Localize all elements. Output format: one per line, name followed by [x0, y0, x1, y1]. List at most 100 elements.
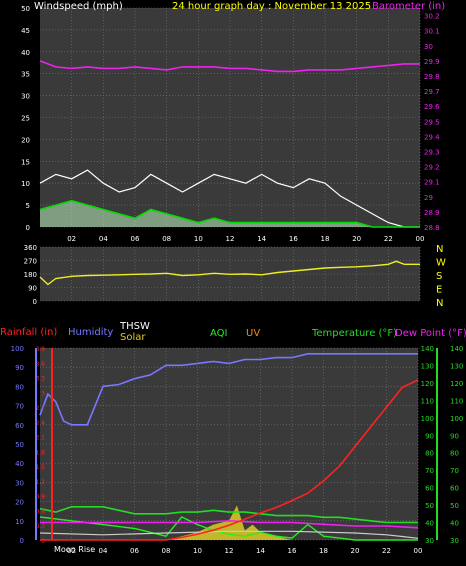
rainfall-tick-label: 3.9: [35, 346, 45, 353]
panel3-x-tick-label: 10: [193, 547, 202, 555]
temperature-tick-label: 60: [425, 485, 434, 493]
humidity-tick-label: 30: [15, 479, 24, 487]
panel1-series: [39, 60, 420, 228]
panel1-right-tick-label: 30.1: [424, 28, 440, 36]
panel3-x-tick-label: 02: [67, 547, 76, 555]
temperature-tick-label: 140: [421, 345, 434, 353]
barometer-axis-label: Barometer (in): [372, 1, 445, 12]
legend-item: Solar: [120, 332, 146, 343]
wind-avg-line: [39, 199, 420, 228]
panel1-y-tick-label: 0: [26, 224, 30, 232]
panel1-x-tick-label: 16: [289, 235, 298, 243]
panel3-x-tick-label: 00: [414, 547, 423, 555]
panel1-x-tick-label: 00: [416, 235, 425, 243]
panel2-grid: [40, 246, 421, 302]
panel1-right-tick-label: 29.3: [424, 148, 440, 156]
panel1-x-tick-label: 10: [194, 235, 203, 243]
legend-item: THSW: [119, 321, 150, 332]
temperature-tick-label-outer: 80: [450, 450, 459, 458]
panel1-y-tick-label: 5: [26, 202, 30, 210]
rainfall-tick-label: 1.2: [35, 479, 45, 486]
panel1-right-tick-label: 29: [424, 194, 433, 202]
temperature-tick-label: 70: [425, 467, 434, 475]
humidity-line: [39, 352, 418, 426]
panel1-x-axis: 02 04 06 08 10 12 14 16 18 20 22 00: [67, 235, 424, 243]
panel1-y-tick-label: 40: [21, 49, 30, 57]
temperature-tick-label: 90: [425, 432, 434, 440]
panel2-y-tick-label: 270: [24, 258, 37, 266]
panel3-x-tick-label: 04: [99, 547, 108, 555]
temperature-tick-label-outer: 90: [450, 432, 459, 440]
legend-item: AQI: [210, 328, 228, 339]
panel1-y-tick-label: 50: [21, 5, 30, 13]
legend-item: Temperature (°F): [311, 328, 397, 339]
rainfall-tick-label: 1.5: [35, 464, 45, 471]
wind-direction-line: [39, 260, 420, 286]
panel1-right-tick-label: 29.5: [424, 118, 440, 126]
humidity-tick-label: 90: [15, 364, 24, 372]
temperature-tick-label: 100: [421, 415, 434, 423]
temperature-tick-label: 120: [421, 380, 434, 388]
panel1-x-tick-label: 12: [226, 235, 235, 243]
panel1-x-tick-label: 02: [67, 235, 76, 243]
temperature-tick-label-outer: 130: [450, 362, 463, 370]
panel2-y-tick-label: 90: [28, 285, 37, 293]
rainfall-tick-label: 3.3: [35, 376, 45, 383]
panel1-right-tick-label: 29.1: [424, 179, 440, 187]
temperature-tick-label-outer: 110: [450, 397, 463, 405]
compass-label: N: [436, 244, 443, 255]
temperature-tick-label: 110: [421, 397, 434, 405]
barometer-line: [39, 60, 420, 73]
panel1-x-tick-label: 18: [321, 235, 330, 243]
panel1-x-tick-label: 22: [384, 235, 393, 243]
rainfall-tick-label: 2.7: [35, 405, 45, 412]
panel2-y-tick-label: 360: [24, 244, 37, 252]
solar-area: [40, 505, 418, 540]
temperature-tick-label: 40: [425, 520, 434, 528]
panel1-right-tick-label: 28.9: [424, 209, 440, 217]
legend-item: Humidity: [68, 327, 113, 338]
panel1-x-tick-label: 20: [352, 235, 361, 243]
humidity-tick-label: 0: [20, 537, 24, 545]
panel3-x-tick-label: 16: [288, 547, 297, 555]
aqi-line: [39, 516, 418, 541]
panel3-x-tick-label: 14: [256, 547, 265, 555]
panel3-x-tick-label: 18: [319, 547, 328, 555]
rainfall-tick-label: 2.4: [35, 420, 45, 427]
panel2-y-tick-label: 0: [33, 298, 37, 306]
temperature-tick-label: 50: [425, 502, 434, 510]
temperature-tick-label-outer: 140: [450, 345, 463, 353]
panel1-y-tick-label: 35: [21, 71, 30, 79]
temperature-line: [39, 505, 418, 524]
humidity-tick-label: 40: [15, 460, 24, 468]
legend-item: UV: [246, 328, 260, 339]
panel1-right-tick-label: 29.8: [424, 73, 440, 81]
panel1-left-axis: 0 5 10 15 20 25 30 35 40 45 50: [21, 5, 30, 232]
panel1-x-tick-label: 06: [131, 235, 140, 243]
rainfall-tick-label: 0: [41, 538, 45, 545]
panel1-x-tick-label: 04: [99, 235, 108, 243]
compass-label: S: [436, 271, 442, 282]
rainfall-tick-label: 0.9: [35, 494, 45, 501]
panel2-series: [39, 260, 420, 286]
compass-label: N: [436, 298, 443, 309]
panel1-y-tick-label: 30: [21, 93, 30, 101]
windspeed-axis-label: Windspeed (mph): [34, 1, 123, 12]
temperature-tick-label-outer: 40: [450, 520, 459, 528]
temperature-tick-label-outer: 60: [450, 485, 459, 493]
temperature-tick-label-outer: 30: [450, 537, 459, 545]
rainfall-tick-label: 0.3: [35, 523, 45, 530]
panel2-left-axis: 0 90 180 270 360: [24, 244, 37, 306]
humidity-tick-label: 80: [15, 383, 24, 391]
panel1-right-tick-label: 29.7: [424, 88, 440, 96]
dewpoint-line: [40, 519, 419, 529]
temperature-tick-label-outer: 120: [450, 380, 463, 388]
panel1-x-tick-label: 08: [162, 235, 171, 243]
compass-label: E: [436, 285, 442, 296]
panel3-x-tick-label: 08: [162, 547, 171, 555]
panel2-y-tick-label: 180: [24, 271, 37, 279]
panel3-x-tick-label: 22: [382, 547, 391, 555]
